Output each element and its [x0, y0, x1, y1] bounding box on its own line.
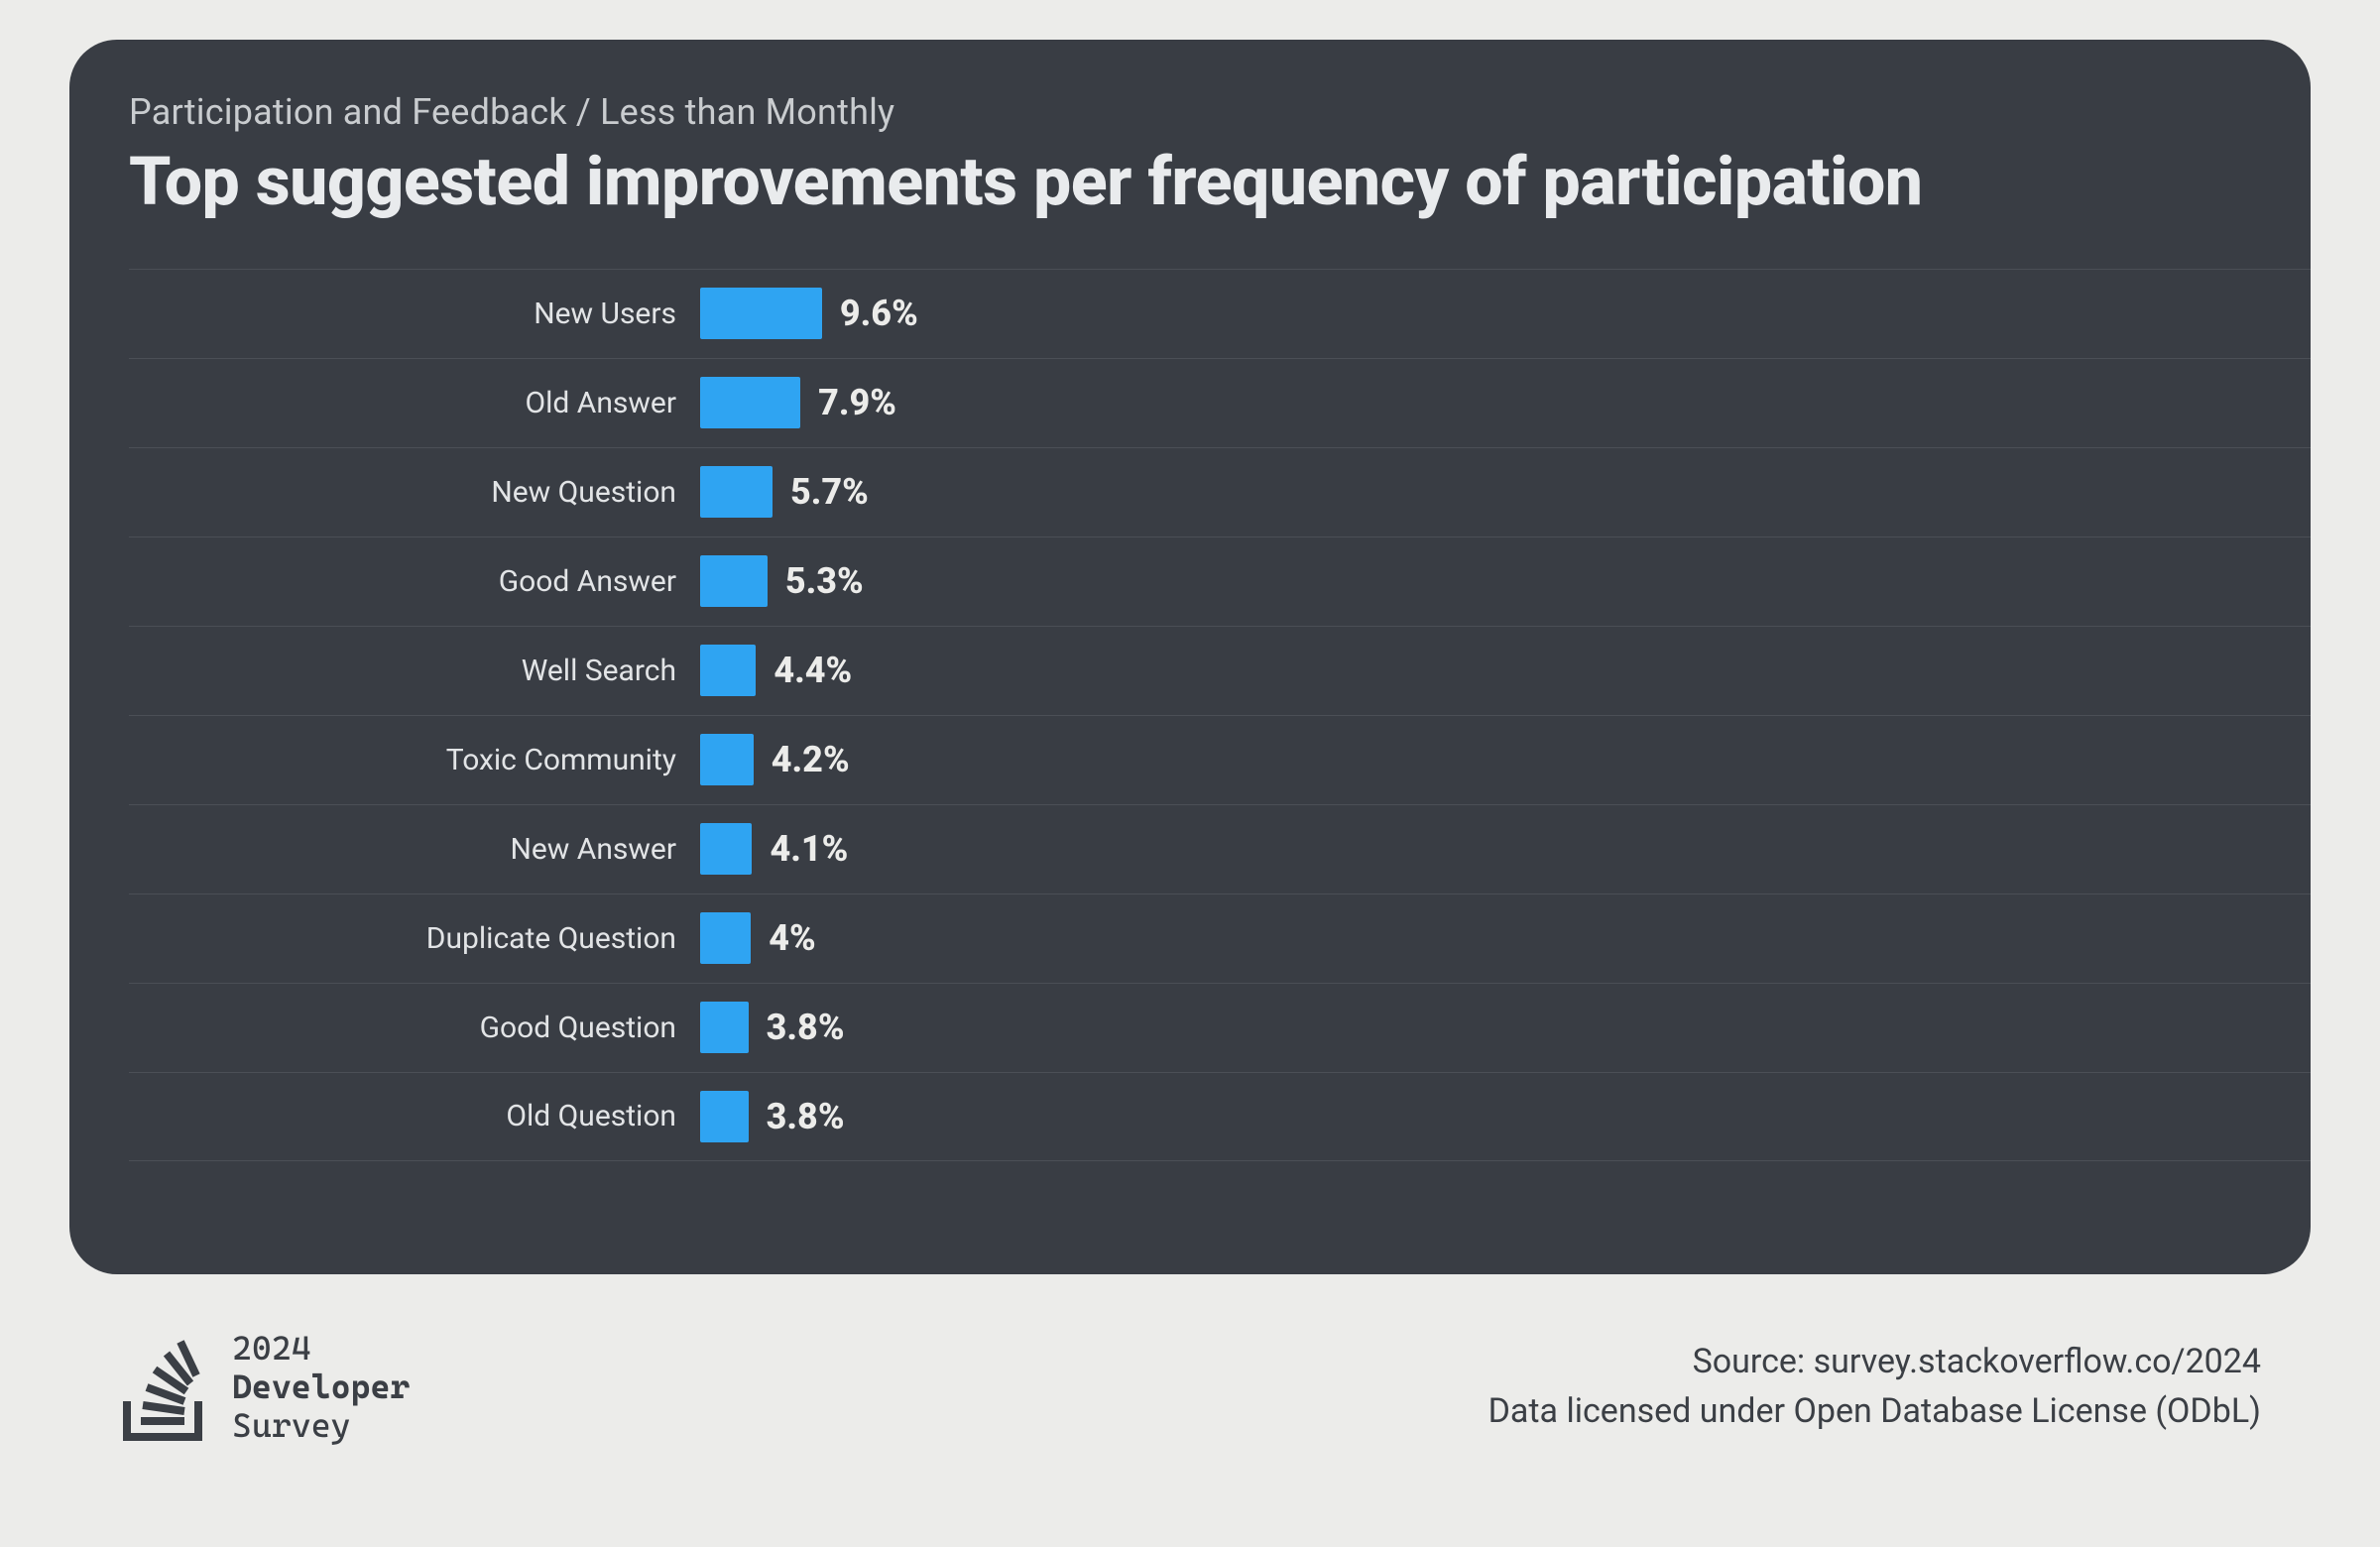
- breadcrumb: Participation and Feedback / Less than M…: [129, 91, 2311, 133]
- bar-label: New Users: [129, 297, 700, 331]
- bar-value: 9.6%: [840, 293, 918, 334]
- bar: [700, 823, 752, 875]
- bar: [700, 288, 822, 339]
- logo-year: 2024: [232, 1329, 410, 1368]
- table-row: New Answer 4.1%: [129, 804, 2311, 893]
- bar-wrap: 4%: [700, 912, 2311, 964]
- logo-line1: Developer: [232, 1368, 410, 1406]
- footer: 2024 Developer Survey Source: survey.sta…: [119, 1329, 2261, 1445]
- logo-line2: Survey: [232, 1406, 410, 1445]
- bar-label: New Question: [129, 475, 700, 510]
- bar-value: 4.1%: [770, 828, 848, 870]
- table-row: Good Question 3.8%: [129, 983, 2311, 1072]
- bar-wrap: 3.8%: [700, 1002, 2311, 1053]
- chart-card: Participation and Feedback / Less than M…: [69, 40, 2311, 1274]
- table-row: Old Question 3.8%: [129, 1072, 2311, 1161]
- bar-label: Good Answer: [129, 564, 700, 599]
- page-title: Top suggested improvements per frequency…: [129, 145, 2311, 219]
- bar: [700, 466, 773, 518]
- bar-value: 7.9%: [818, 382, 896, 423]
- bar: [700, 645, 756, 696]
- bar-wrap: 5.3%: [700, 555, 2311, 607]
- bar-label: Toxic Community: [129, 743, 700, 777]
- table-row: Duplicate Question 4%: [129, 893, 2311, 983]
- stackoverflow-icon: [119, 1334, 214, 1441]
- bar-label: Old Question: [129, 1099, 700, 1133]
- bar: [700, 912, 751, 964]
- table-row: Good Answer 5.3%: [129, 536, 2311, 626]
- bar-wrap: 9.6%: [700, 288, 2311, 339]
- table-row: Toxic Community 4.2%: [129, 715, 2311, 804]
- bar-value: 3.8%: [767, 1007, 845, 1048]
- bar: [700, 1002, 749, 1053]
- bar-label: Old Answer: [129, 386, 700, 420]
- bar-chart: New Users 9.6% Old Answer 7.9% New Question 5…: [129, 269, 2311, 1161]
- bar-value: 3.8%: [767, 1096, 845, 1137]
- bar-wrap: 4.4%: [700, 645, 2311, 696]
- bar-label: Duplicate Question: [129, 921, 700, 956]
- bar-label: Well Search: [129, 654, 700, 688]
- bar-label: New Answer: [129, 832, 700, 867]
- bar-wrap: 7.9%: [700, 377, 2311, 428]
- bar-value: 5.7%: [790, 471, 869, 513]
- bar-wrap: 5.7%: [700, 466, 2311, 518]
- bar: [700, 1091, 749, 1142]
- bar-wrap: 4.2%: [700, 734, 2311, 785]
- bar-wrap: 3.8%: [700, 1091, 2311, 1142]
- table-row: New Question 5.7%: [129, 447, 2311, 536]
- table-row: Old Answer 7.9%: [129, 358, 2311, 447]
- survey-logo: 2024 Developer Survey: [119, 1329, 410, 1445]
- survey-logo-text: 2024 Developer Survey: [232, 1329, 410, 1445]
- bar-label: Good Question: [129, 1011, 700, 1045]
- bar: [700, 377, 800, 428]
- bar-wrap: 4.1%: [700, 823, 2311, 875]
- bar-value: 4.2%: [772, 739, 850, 780]
- attribution: Source: survey.stackoverflow.co/2024 Dat…: [1488, 1338, 2261, 1436]
- source-line: Source: survey.stackoverflow.co/2024: [1488, 1338, 2261, 1386]
- table-row: Well Search 4.4%: [129, 626, 2311, 715]
- bar: [700, 555, 768, 607]
- bar-value: 4.4%: [774, 650, 852, 691]
- table-row: New Users 9.6%: [129, 269, 2311, 358]
- license-line: Data licensed under Open Database Licens…: [1488, 1387, 2261, 1436]
- bar-value: 4%: [769, 917, 815, 959]
- bar-value: 5.3%: [785, 560, 864, 602]
- bar: [700, 734, 754, 785]
